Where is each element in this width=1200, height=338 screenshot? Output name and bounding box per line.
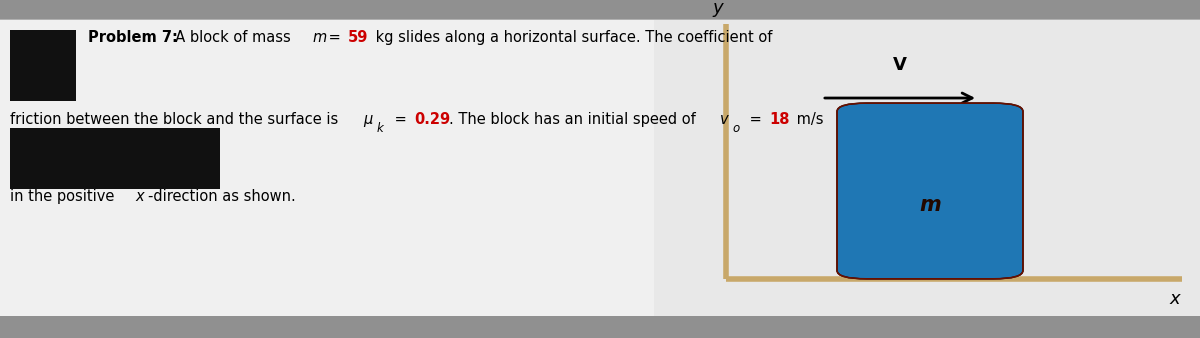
- Bar: [10, 128, 220, 189]
- Text: Problem 7:: Problem 7:: [88, 30, 178, 45]
- Text: kg slides along a horizontal surface. The coefficient of: kg slides along a horizontal surface. Th…: [371, 30, 772, 45]
- Bar: [0, 316, 1200, 338]
- Text: o: o: [732, 122, 739, 135]
- Bar: [654, 20, 1200, 318]
- Text: m: m: [919, 195, 941, 215]
- Text: k: k: [377, 122, 384, 135]
- Bar: [10, 30, 76, 101]
- Text: =: =: [324, 30, 346, 45]
- Text: v: v: [720, 112, 728, 126]
- Text: y: y: [713, 0, 722, 17]
- Text: m: m: [312, 30, 326, 45]
- FancyBboxPatch shape: [838, 103, 1022, 279]
- Bar: [0, 20, 654, 318]
- Text: A block of mass: A block of mass: [166, 30, 295, 45]
- Text: =: =: [390, 112, 412, 126]
- Text: 59: 59: [348, 30, 368, 45]
- Text: . The block has an initial speed of: . The block has an initial speed of: [449, 112, 700, 126]
- Text: V: V: [893, 56, 907, 74]
- Text: friction between the block and the surface is: friction between the block and the surfa…: [10, 112, 342, 126]
- Text: -direction as shown.: -direction as shown.: [148, 189, 295, 204]
- Text: 0.29: 0.29: [414, 112, 450, 126]
- Text: μ: μ: [364, 112, 373, 126]
- Text: m/s: m/s: [792, 112, 823, 126]
- Bar: [0, 0, 1200, 19]
- Text: =: =: [745, 112, 767, 126]
- Text: x: x: [1169, 290, 1180, 308]
- Text: in the positive: in the positive: [10, 189, 119, 204]
- Text: x: x: [136, 189, 144, 204]
- Text: 18: 18: [769, 112, 790, 126]
